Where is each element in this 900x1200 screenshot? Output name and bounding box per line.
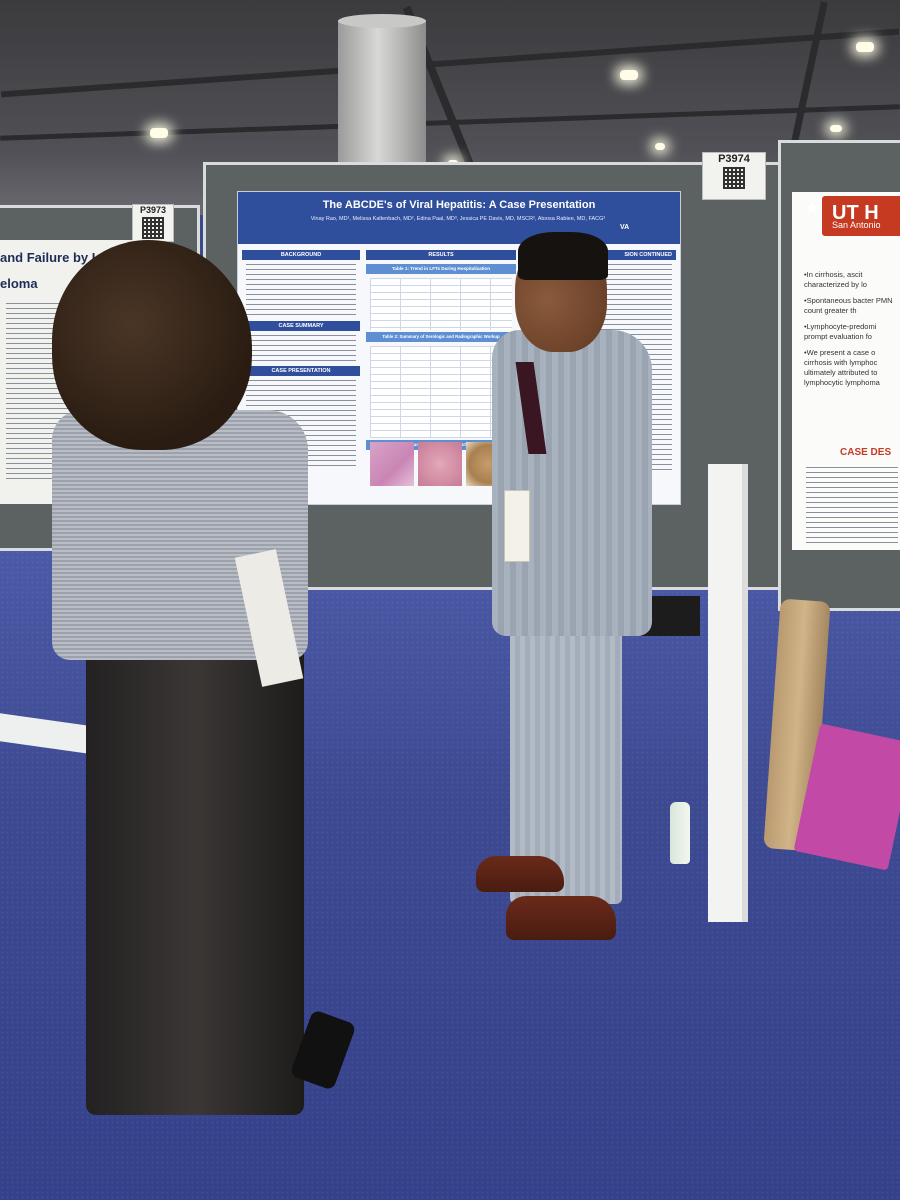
booth-number: P3973: [139, 205, 167, 215]
va-logo: VA: [620, 224, 630, 231]
poster-body-text: [246, 264, 356, 318]
person-woman-hair: [52, 240, 252, 450]
section-background: BACKGROUND: [242, 250, 360, 260]
lft-table: [370, 278, 512, 330]
section-case-presentation: CASE PRESENTATION: [242, 366, 360, 376]
poster-bullet: •Lymphocyte-predomi prompt evaluation fo: [804, 322, 877, 341]
person-man-badge: [504, 490, 530, 562]
board-stand: [708, 464, 748, 922]
star-icon: ★: [804, 198, 821, 218]
ceiling-light: [620, 70, 638, 80]
water-bottle: [670, 802, 690, 864]
section-results: RESULTS: [366, 250, 516, 260]
person-man-shoe: [476, 856, 564, 892]
poster-bullet: •In cirrhosis, ascit characterized by lo: [804, 270, 867, 289]
biopsy-image: [418, 442, 462, 486]
poster-bullet: •We present a case o cirrhosis with lymp…: [804, 348, 880, 387]
poster-case-heading: CASE DES: [840, 447, 892, 458]
booth-tag-left: P3973: [132, 204, 174, 242]
qr-code-icon: [723, 167, 745, 189]
person-man-hair: [518, 232, 608, 280]
ut-health-logo: [822, 196, 900, 236]
qr-code-icon: [142, 217, 164, 239]
ceiling-light: [830, 125, 842, 132]
poster-body-text: [246, 335, 356, 363]
poster-header: The ABCDE's of Viral Hepatitis: A Case P…: [238, 192, 680, 244]
person-woman-pants: [86, 645, 304, 1115]
ut-health-logo-subtext: San Antonio: [832, 220, 881, 230]
poster-title: The ABCDE's of Viral Hepatitis: A Case P…: [322, 199, 596, 211]
poster-right: ★ UT H San Antonio •In cirrhosis, ascit …: [792, 192, 900, 550]
ceiling-light: [856, 42, 874, 52]
biopsy-image: [370, 442, 414, 486]
person-man-shoe: [506, 896, 616, 940]
booth-number: P3974: [718, 153, 750, 165]
ceiling-light: [150, 128, 168, 138]
poster-column-center: RESULTS Table 1: Trend in LFTs During Ho…: [366, 250, 516, 454]
table1-caption: Table 1: Trend in LFTs During Hospitaliz…: [366, 264, 516, 274]
poster-authors: Vinay Rao, MD¹, Melissa Kaltenbach, MD²,…: [310, 216, 606, 222]
poster-left-subtitle: eloma: [0, 276, 38, 291]
concrete-pillar: [338, 20, 426, 180]
ceiling-beam: [0, 28, 900, 98]
concrete-pillar-top: [338, 14, 426, 28]
ut-health-logo-text: UT H: [832, 202, 879, 224]
table2-caption: Table 2: Summary of Serologic and Radiog…: [366, 332, 516, 342]
ceiling-light: [655, 143, 665, 150]
person-man-jacket: [492, 330, 652, 636]
section-case-summary: CASE SUMMARY: [242, 321, 360, 331]
booth-tag-center: P3974: [702, 152, 766, 200]
serologic-table: [370, 346, 512, 438]
poster-body-text: [806, 467, 898, 547]
poster-bullet: •Spontaneous bacter PMN count greater th: [804, 296, 893, 315]
